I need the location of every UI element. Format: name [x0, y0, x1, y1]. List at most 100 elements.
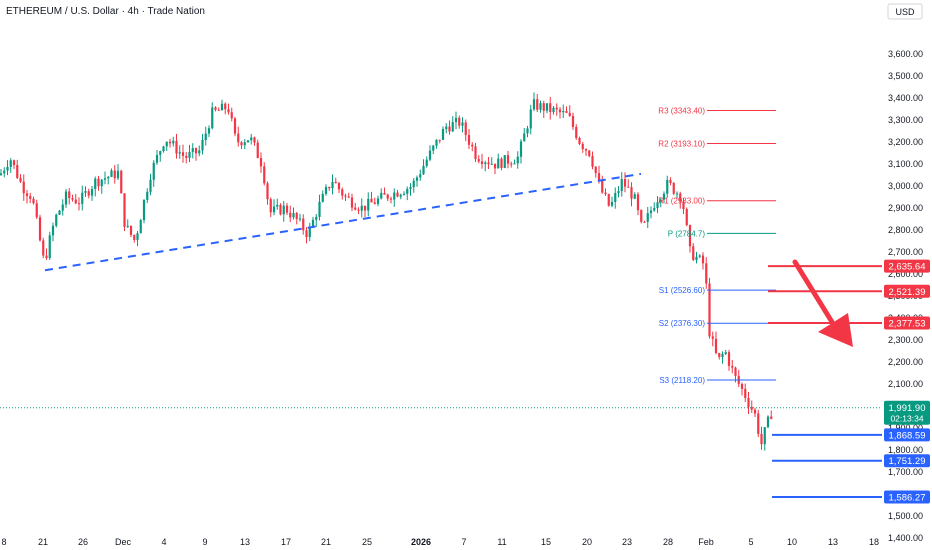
candle — [214, 106, 217, 112]
candle — [142, 199, 146, 224]
candle — [695, 251, 698, 264]
candle — [227, 103, 230, 115]
price-tick-label: 2,900.00 — [888, 203, 923, 213]
chart-title: ETHEREUM / U.S. Dollar · 4h · Trade Nati… — [6, 6, 205, 17]
candle — [594, 166, 597, 178]
candle — [19, 174, 22, 184]
candle — [113, 165, 116, 184]
candle — [201, 133, 204, 155]
candle — [412, 178, 415, 193]
candle — [584, 148, 588, 156]
candle — [526, 125, 529, 138]
candle — [207, 125, 211, 138]
time-tick-label: 28 — [663, 537, 673, 547]
candle — [259, 152, 263, 173]
candle — [328, 186, 331, 191]
time-tick-label: 10 — [787, 537, 797, 547]
price-tick-label: 3,000.00 — [888, 181, 923, 191]
candle — [51, 222, 55, 242]
pivot-level[interactable]: S1 (2526.60) — [659, 286, 776, 295]
candle — [360, 198, 363, 218]
candle — [363, 205, 367, 218]
candle — [757, 409, 760, 437]
candle — [168, 138, 172, 148]
candle — [581, 141, 584, 153]
candle — [659, 198, 662, 208]
candle — [458, 115, 461, 129]
candle — [386, 193, 389, 202]
candle — [126, 219, 129, 229]
candle — [58, 209, 61, 216]
candle — [321, 190, 324, 203]
candle — [389, 196, 393, 204]
candle — [204, 126, 207, 146]
candle — [558, 107, 562, 119]
time-tick-label: 21 — [321, 537, 331, 547]
ascending-trendline[interactable] — [44, 172, 642, 272]
pivot-level[interactable]: R3 (3343.40) — [658, 106, 776, 115]
candle — [480, 153, 484, 169]
candle — [269, 197, 272, 218]
candle — [766, 415, 770, 429]
candle — [90, 185, 94, 201]
candle — [536, 94, 539, 113]
pivot-level[interactable]: R2 (3193.10) — [658, 140, 776, 149]
candle — [302, 214, 305, 235]
candle — [188, 144, 191, 163]
resistance-badge: 2,377.53 — [884, 316, 930, 330]
pivot-label: S2 (2376.30) — [659, 319, 706, 328]
candle — [731, 359, 734, 374]
candle — [575, 124, 578, 140]
candle — [487, 156, 490, 170]
pivot-lines: R3 (3343.40) R2 (3193.10) R1 (2933.00) P (2… — [658, 106, 776, 385]
candle — [240, 141, 243, 150]
price-tick-label: 1,800.00 — [888, 445, 923, 455]
candle — [139, 218, 142, 234]
candle — [747, 392, 750, 414]
candle — [350, 193, 354, 212]
candle — [22, 174, 25, 201]
time-tick-label: 11 — [497, 537, 506, 547]
candle — [428, 145, 432, 162]
candle — [367, 192, 370, 217]
candle — [610, 196, 614, 208]
candle — [708, 277, 711, 339]
candle — [250, 133, 253, 145]
candle — [6, 160, 9, 176]
candle — [276, 198, 279, 210]
candle — [493, 163, 497, 175]
currency-button[interactable] — [887, 3, 923, 20]
current-price-text: 1,991.90 — [889, 403, 926, 414]
candle — [623, 172, 627, 193]
candle — [292, 207, 295, 220]
candle — [568, 105, 571, 117]
candle — [471, 142, 474, 152]
candle — [120, 169, 123, 194]
candle — [441, 126, 445, 141]
candle — [685, 207, 688, 227]
pivot-level[interactable]: P (2784.7) — [668, 229, 776, 238]
resistance-badge: 2,635.64 — [884, 259, 930, 273]
candle — [588, 149, 591, 158]
pivot-level[interactable]: S3 (2118.20) — [659, 376, 776, 385]
candle — [419, 169, 422, 181]
support-badge: 1,586.27 — [884, 490, 930, 504]
candle — [425, 156, 428, 168]
candle — [230, 107, 233, 122]
candle — [185, 152, 188, 164]
pivot-level[interactable]: S2 (2376.30) — [659, 319, 776, 328]
pivot-level[interactable]: R1 (2933.00) — [658, 197, 776, 206]
candle — [263, 162, 266, 186]
candle — [357, 207, 360, 215]
candle — [87, 188, 90, 199]
pivot-label: R3 (3343.40) — [658, 106, 705, 115]
candle — [61, 199, 64, 216]
time-tick-label: 26 — [78, 537, 88, 547]
candle — [48, 231, 51, 260]
time-tick-label: 4 — [161, 537, 166, 547]
candle — [308, 222, 311, 242]
time-tick-label: Feb — [698, 537, 714, 547]
candle — [233, 116, 237, 137]
